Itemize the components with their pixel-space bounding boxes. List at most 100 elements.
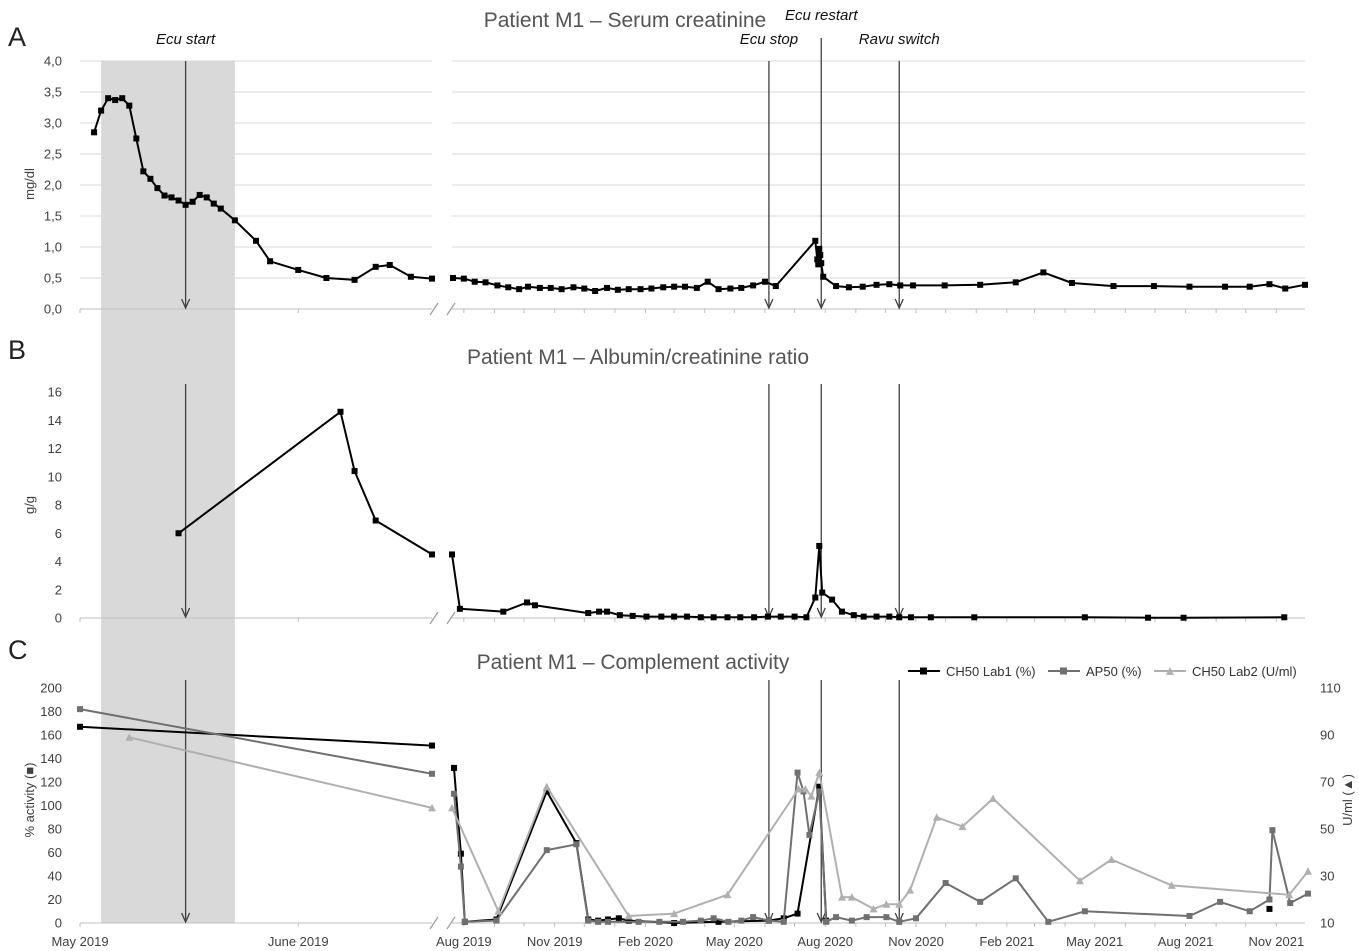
y-tick-label: 1,5 bbox=[44, 209, 62, 224]
y-tick-label: 3,0 bbox=[44, 116, 62, 131]
data-point bbox=[683, 613, 690, 620]
data-point bbox=[624, 911, 633, 920]
data-point bbox=[886, 613, 893, 620]
data-point bbox=[761, 278, 768, 285]
data-point bbox=[927, 614, 934, 621]
gridlines bbox=[80, 60, 1305, 279]
data-point bbox=[704, 278, 711, 285]
data-point bbox=[823, 918, 830, 925]
data-point bbox=[727, 285, 734, 292]
series-line bbox=[79, 725, 433, 747]
legend-marker-ap50 bbox=[1060, 667, 1067, 675]
data-point bbox=[671, 920, 678, 926]
data-point bbox=[547, 284, 554, 291]
data-point bbox=[253, 237, 259, 244]
data-point bbox=[337, 408, 344, 415]
data-point bbox=[896, 918, 903, 925]
data-point bbox=[203, 194, 210, 201]
data-point bbox=[558, 286, 565, 293]
data-point bbox=[457, 850, 464, 857]
data-point bbox=[154, 185, 161, 192]
data-point bbox=[161, 192, 168, 199]
data-point bbox=[450, 790, 457, 797]
series-line bbox=[453, 771, 1309, 923]
data-point bbox=[615, 915, 622, 922]
data-point bbox=[801, 785, 810, 793]
x-tick-label: Nov 2020 bbox=[888, 934, 944, 949]
data-point bbox=[847, 893, 856, 901]
y-tick-label: 2 bbox=[55, 582, 62, 597]
data-point bbox=[794, 769, 801, 776]
event-arrowhead bbox=[181, 912, 191, 924]
y-right-tick-label: 10 bbox=[1320, 916, 1334, 931]
data-point bbox=[882, 900, 891, 908]
data-point bbox=[1246, 283, 1253, 290]
data-point bbox=[777, 613, 784, 620]
data-point bbox=[524, 599, 531, 606]
data-point bbox=[105, 95, 112, 102]
y-tick-label: 80 bbox=[48, 822, 62, 837]
data-point bbox=[428, 803, 436, 812]
data-point bbox=[816, 783, 823, 790]
data-point bbox=[942, 880, 949, 887]
panel-c-title: Patient M1 – Complement activity bbox=[477, 651, 790, 674]
data-point bbox=[1012, 279, 1019, 286]
axis-break-mark bbox=[446, 302, 456, 316]
event-label: Ecu stop bbox=[740, 31, 798, 48]
data-point bbox=[971, 614, 978, 621]
x-tick-label: Aug 2021 bbox=[1158, 934, 1214, 949]
x-tick-label: May 2019 bbox=[51, 934, 108, 949]
data-point bbox=[175, 530, 182, 537]
data-point bbox=[493, 917, 500, 924]
data-point bbox=[372, 263, 379, 270]
panel-b: B Patient M1 – Albumin/creatinine ratio … bbox=[8, 335, 809, 514]
data-point bbox=[977, 281, 984, 288]
data-point bbox=[629, 612, 636, 619]
data-point bbox=[765, 917, 772, 924]
event-arrowhead bbox=[181, 607, 191, 619]
series-line bbox=[451, 545, 1285, 619]
panel-c: C Patient M1 – Complement activity % act… bbox=[8, 635, 1355, 838]
data-point bbox=[791, 613, 798, 620]
data-point bbox=[848, 917, 855, 924]
data-point bbox=[1167, 881, 1176, 889]
y-right-tick-label: 50 bbox=[1320, 822, 1334, 837]
panel-b-title: Patient M1 – Albumin/creatinine ratio bbox=[467, 346, 809, 369]
series-line bbox=[451, 771, 1309, 917]
data-point bbox=[693, 284, 700, 291]
data-point bbox=[119, 95, 126, 102]
data-point bbox=[125, 733, 134, 741]
data-point bbox=[886, 281, 893, 288]
data-point bbox=[210, 200, 217, 207]
data-point bbox=[217, 205, 224, 212]
data-point bbox=[897, 282, 904, 289]
data-point bbox=[814, 256, 821, 263]
y-tick-label: 20 bbox=[48, 892, 62, 907]
data-point bbox=[1075, 876, 1084, 885]
y-tick-label: 180 bbox=[40, 704, 62, 719]
data-point bbox=[461, 918, 468, 925]
data-point bbox=[816, 788, 823, 795]
x-tick-label: May 2020 bbox=[706, 934, 763, 949]
data-point bbox=[175, 197, 182, 204]
data-point bbox=[471, 278, 478, 285]
data-point bbox=[516, 286, 523, 293]
data-point bbox=[1282, 285, 1289, 292]
y-tick-label: 16 bbox=[48, 385, 62, 400]
data-point bbox=[429, 551, 435, 558]
y-tick-label: 2,0 bbox=[44, 178, 62, 193]
axis-break-mark bbox=[446, 916, 456, 930]
data-point bbox=[764, 613, 771, 620]
data-point bbox=[670, 909, 679, 918]
data-point bbox=[772, 283, 779, 290]
data-point bbox=[860, 613, 867, 620]
y-tick-label: 2,5 bbox=[44, 147, 62, 162]
y-tick-label: 8 bbox=[55, 498, 62, 513]
data-point bbox=[1302, 281, 1308, 288]
data-point bbox=[168, 194, 175, 201]
data-point bbox=[724, 614, 731, 621]
data-point bbox=[819, 589, 826, 596]
data-point bbox=[543, 847, 550, 854]
data-point bbox=[648, 285, 655, 292]
data-point bbox=[625, 917, 632, 924]
